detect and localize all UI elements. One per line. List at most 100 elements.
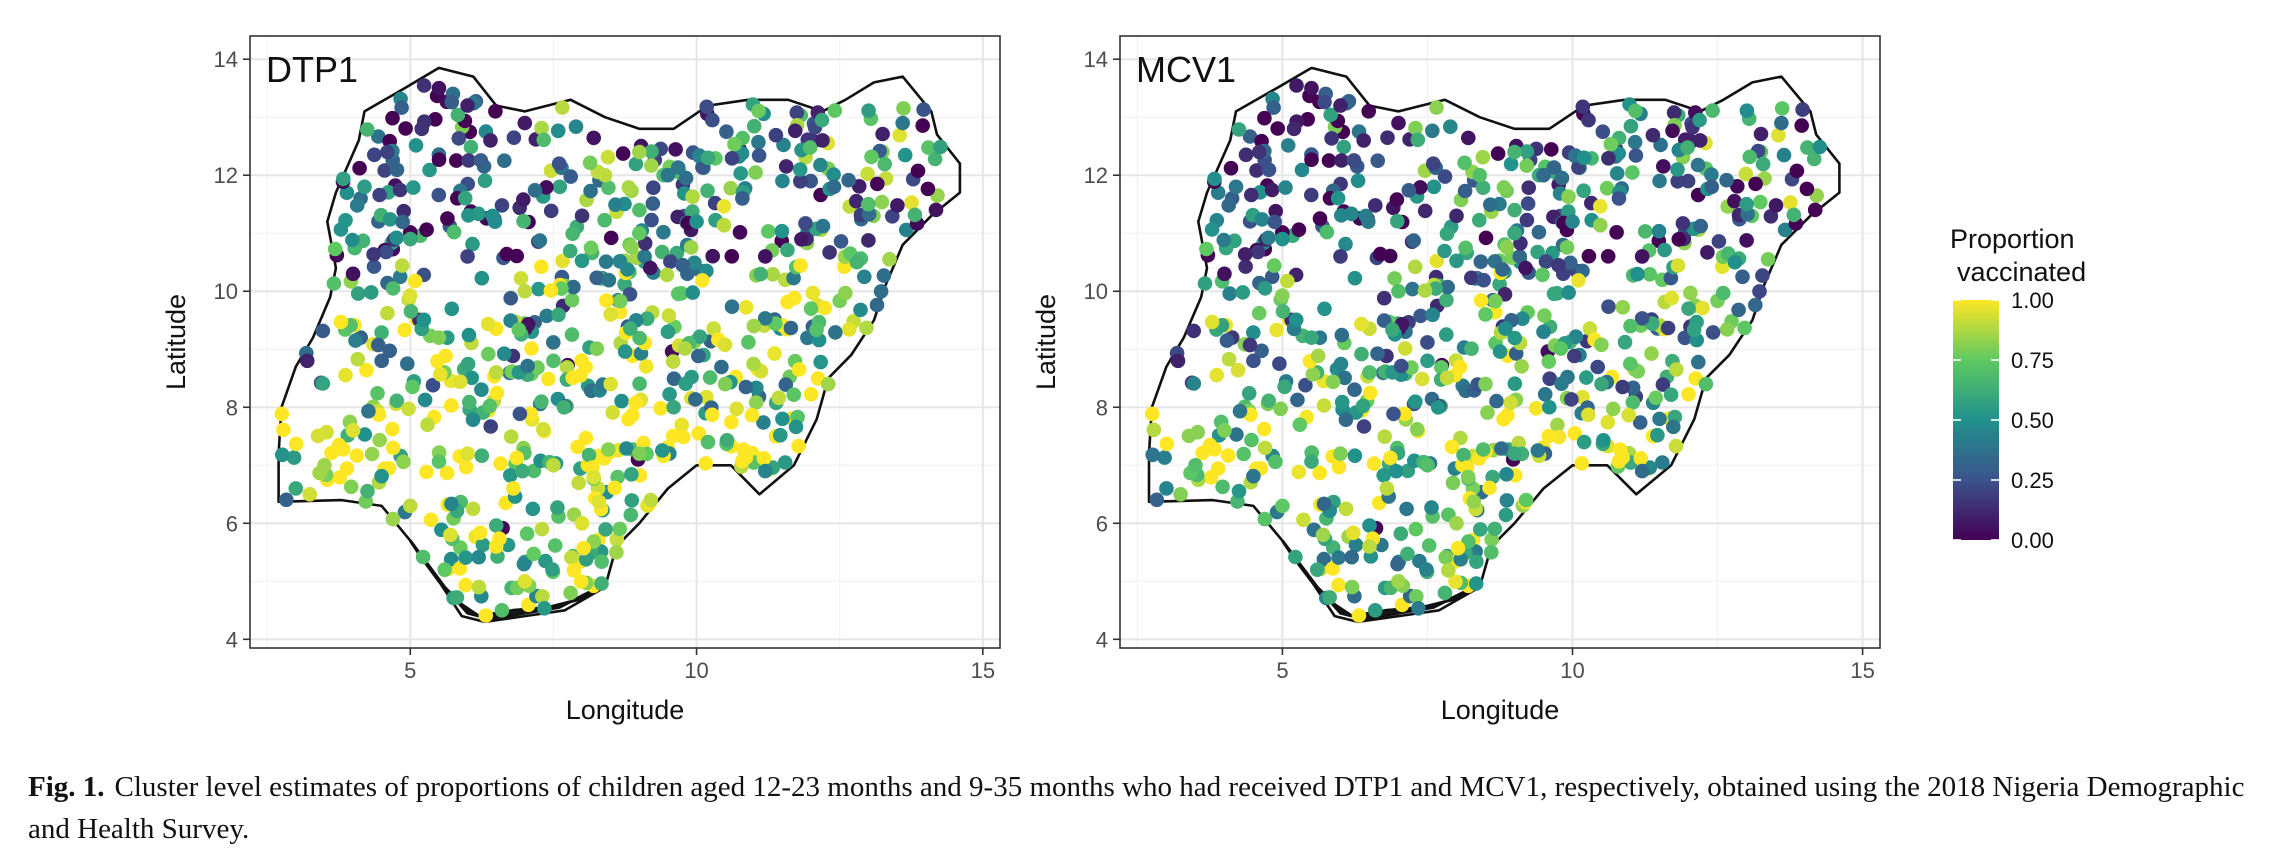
cluster-point [465, 501, 481, 517]
data-point [666, 399, 681, 415]
data-point [1333, 446, 1348, 461]
data-point [1623, 318, 1638, 334]
cluster-point [523, 406, 539, 422]
cluster-point [1298, 377, 1313, 393]
cluster-point [1737, 320, 1752, 336]
cluster-point [1518, 260, 1533, 276]
cluster-point [1695, 300, 1710, 316]
cluster-point [1693, 218, 1708, 234]
cluster-point [1417, 283, 1433, 298]
cluster-point [654, 244, 670, 260]
cluster-point [525, 501, 541, 517]
cluster-point [723, 180, 738, 196]
cluster-point [1238, 147, 1254, 163]
cluster-point [1316, 398, 1332, 413]
cluster-point [1399, 501, 1414, 517]
cluster-point [771, 390, 787, 406]
data-point [1246, 353, 1261, 369]
cluster-point [367, 147, 382, 163]
x-tick-label: 10 [684, 658, 708, 683]
cluster-point [534, 259, 549, 275]
cluster-point [1393, 526, 1409, 541]
cluster-point [1609, 166, 1625, 181]
cluster-point [374, 468, 389, 484]
cluster-point [1546, 160, 1562, 175]
cluster-point [1219, 333, 1235, 348]
data-point [1449, 515, 1464, 531]
cluster-point [378, 244, 394, 260]
cluster-point [1488, 293, 1503, 309]
y-tick-label: 8 [226, 395, 238, 420]
cluster-point [363, 285, 379, 300]
cluster-point [405, 379, 420, 395]
cluster-point [1730, 179, 1745, 194]
cluster-point [744, 407, 760, 423]
points-layer [274, 78, 948, 623]
cluster-point [1261, 393, 1276, 409]
cluster-point [705, 248, 720, 264]
cluster-point [450, 107, 466, 123]
y-tick-label: 4 [1096, 627, 1108, 652]
cluster-point [613, 293, 628, 309]
cluster-point [1615, 300, 1631, 315]
cluster-point [1278, 180, 1293, 195]
cluster-point [1719, 322, 1735, 337]
cluster-point [1595, 124, 1611, 139]
data-point [1379, 481, 1395, 496]
cluster-point [1186, 376, 1202, 391]
cluster-point [1711, 234, 1727, 249]
cluster-point [513, 271, 529, 286]
cluster-point [877, 156, 892, 172]
cluster-point [566, 279, 581, 295]
cluster-point [870, 176, 885, 192]
data-point [1542, 399, 1557, 415]
data-point [517, 115, 533, 131]
cluster-point [803, 173, 818, 189]
data-point [1286, 121, 1302, 137]
cluster-point [1483, 197, 1498, 212]
data-point [603, 307, 618, 322]
data-point [1611, 191, 1627, 206]
cluster-point [803, 387, 819, 402]
cluster-point [1256, 421, 1272, 437]
cluster-point [326, 276, 342, 291]
cluster-point [583, 240, 599, 256]
panel-dtp1: 5 10 15 4 6 8 10 12 14 Longitude Latitude DTP1 [161, 35, 1001, 725]
cluster-point [534, 394, 549, 410]
cluster-point [1648, 390, 1664, 406]
cluster-point [1705, 325, 1721, 340]
cluster-point [849, 193, 864, 209]
cluster-point [1347, 448, 1363, 464]
data-point [374, 353, 389, 369]
cluster-point [1561, 189, 1576, 204]
cluster-point [487, 214, 503, 229]
data-point [1576, 150, 1592, 166]
cluster-point [1617, 334, 1633, 350]
cluster-point [1715, 285, 1731, 301]
cluster-point [1670, 162, 1685, 177]
cluster-point [1268, 203, 1283, 219]
cluster-point [1457, 183, 1473, 199]
cluster-point [440, 211, 455, 226]
cluster-point [1535, 267, 1550, 283]
cluster-point [372, 187, 387, 203]
cluster-point [1575, 99, 1591, 115]
cluster-point [349, 198, 365, 213]
cluster-point [279, 492, 294, 508]
cluster-point [794, 232, 809, 247]
cluster-point [564, 327, 580, 342]
cluster-point [345, 232, 360, 248]
cluster-point [1568, 329, 1584, 345]
cluster-point [841, 172, 856, 188]
cluster-point [597, 212, 612, 228]
cluster-point [1408, 394, 1423, 410]
data-point [1483, 544, 1499, 560]
data-point [1698, 376, 1714, 392]
cluster-point [815, 218, 831, 234]
cluster-point [1406, 233, 1421, 248]
cluster-point [461, 153, 476, 168]
plot-border [1119, 35, 1881, 649]
cluster-point [724, 299, 740, 315]
cluster-point [286, 450, 302, 465]
cluster-point [1594, 337, 1609, 353]
